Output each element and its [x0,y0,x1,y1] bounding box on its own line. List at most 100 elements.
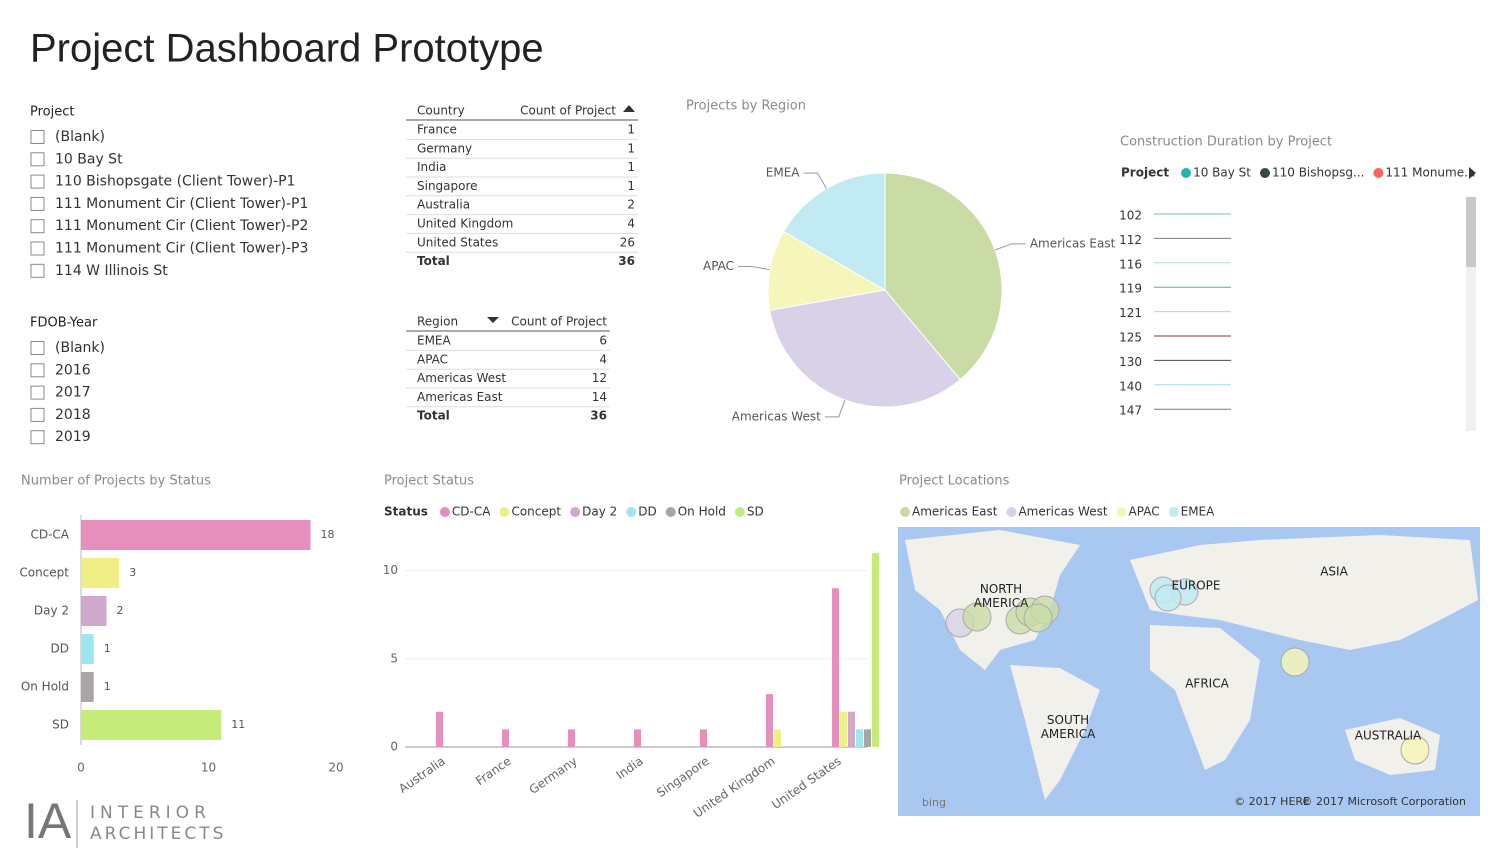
slicer-item[interactable]: 114 W Illinois St [55,263,168,279]
bar[interactable] [436,711,443,747]
map[interactable] [898,527,1480,816]
bar[interactable] [766,694,773,747]
bar[interactable] [81,520,311,550]
location-bubble[interactable] [1400,735,1430,765]
location-bubble[interactable] [962,602,992,632]
pie-label: Americas East [1030,236,1116,250]
bar[interactable] [840,711,847,747]
value-label: 18 [321,528,335,541]
bar[interactable] [81,596,107,626]
slicer-item[interactable]: 110 Bishopsgate (Client Tower)-P1 [55,174,295,190]
legend-label[interactable]: DD [638,505,656,519]
map-credit: © 2017 Microsoft Corporation [1301,795,1466,808]
legend-label[interactable]: Americas East [912,505,998,519]
checkbox[interactable] [30,219,45,234]
slicer-item[interactable]: 111 Monument Cir (Client Tower)-P2 [55,218,308,234]
legend-title: Status [384,505,428,519]
bar[interactable] [81,710,222,740]
checkbox[interactable] [30,263,45,278]
bar[interactable] [568,729,575,747]
legend-label[interactable]: SD [747,505,764,519]
bar[interactable] [848,711,855,747]
checkbox[interactable] [30,363,45,378]
bar[interactable] [832,588,839,747]
checkbox[interactable] [30,174,45,189]
bar[interactable] [81,558,120,588]
legend-marker [900,507,910,517]
legend-label[interactable]: 111 Monume... [1385,166,1475,180]
bar[interactable] [774,729,781,747]
y-tick-label: Concept [19,566,69,580]
location-bubble[interactable] [1280,647,1310,677]
pie-label: EMEA [766,166,801,180]
table-cell: 4 [599,352,607,366]
legend-label[interactable]: Day 2 [582,505,617,519]
slicer-item[interactable]: (Blank) [55,129,105,145]
sort-arrow[interactable] [487,317,499,323]
bar[interactable] [856,729,863,747]
legend-marker [570,507,581,517]
slicer-item[interactable]: 2017 [55,385,91,401]
checkbox[interactable] [30,407,45,422]
legend-label[interactable]: Americas West [1018,505,1107,519]
leader-line [738,266,770,271]
slicer-item[interactable]: 2018 [55,407,91,423]
legend-label[interactable]: Concept [511,505,561,519]
land [905,530,1080,670]
legend-marker [1181,168,1192,178]
bar[interactable] [872,553,879,747]
location-bubble[interactable] [1154,584,1182,612]
page-title: Project Dashboard Prototype [30,27,544,71]
bar[interactable] [864,729,871,747]
legend-label[interactable]: CD-CA [452,505,491,519]
checkbox[interactable] [30,196,45,211]
leader-line [803,172,827,189]
slicer-item[interactable]: 111 Monument Cir (Client Tower)-P3 [55,241,308,257]
checkbox[interactable] [30,130,45,144]
y-tick-label: SD [52,718,69,732]
table-cell: 12 [592,371,607,385]
slicer-item[interactable]: (Blank) [55,340,105,356]
sort-arrow[interactable] [623,105,635,112]
scrollbar[interactable] [1466,197,1476,431]
value-label: 3 [129,566,136,579]
table-cell: APAC [417,352,448,366]
bar[interactable] [634,729,641,747]
checkbox[interactable] [30,241,45,256]
table-cell: United Kingdom [417,217,513,231]
checkbox[interactable] [30,341,45,355]
checkbox[interactable] [30,430,45,445]
bar[interactable] [81,634,94,664]
row-label: 125 [1119,331,1142,345]
slicer-item[interactable]: 111 Monument Cir (Client Tower)-P1 [55,196,308,212]
legend-label[interactable]: 110 Bishopsg... [1272,166,1364,180]
bar[interactable] [81,672,94,702]
legend-scroll[interactable] [1469,167,1476,179]
logo-mark: IA [24,793,72,849]
slicer-item[interactable]: 2016 [55,362,91,378]
table-cell: 2 [627,198,635,212]
y-tick-label: 5 [390,651,398,665]
bar[interactable] [502,729,509,747]
table-cell: Americas East [417,390,503,404]
legend-label[interactable]: 10 Bay St [1193,166,1251,180]
slicer-item[interactable]: 10 Bay St [55,151,123,167]
table-cell: France [417,123,457,137]
scrollbar-thumb[interactable] [1466,197,1476,267]
row-label: 121 [1119,306,1142,320]
checkbox[interactable] [30,152,45,167]
row-label: 130 [1119,355,1142,369]
legend-marker [439,507,450,517]
location-bubble[interactable] [1023,603,1053,633]
table-total: Total [417,254,450,268]
bar[interactable] [700,729,707,747]
chart-title: Project Status [384,474,474,489]
pie-slice[interactable] [884,172,1003,381]
legend-label[interactable]: On Hold [678,505,726,519]
legend-label[interactable]: EMEA [1181,505,1216,519]
legend-marker [1116,507,1127,517]
slicer-item[interactable]: 2019 [55,429,91,445]
legend-label[interactable]: APAC [1129,505,1160,519]
checkbox[interactable] [30,385,45,400]
